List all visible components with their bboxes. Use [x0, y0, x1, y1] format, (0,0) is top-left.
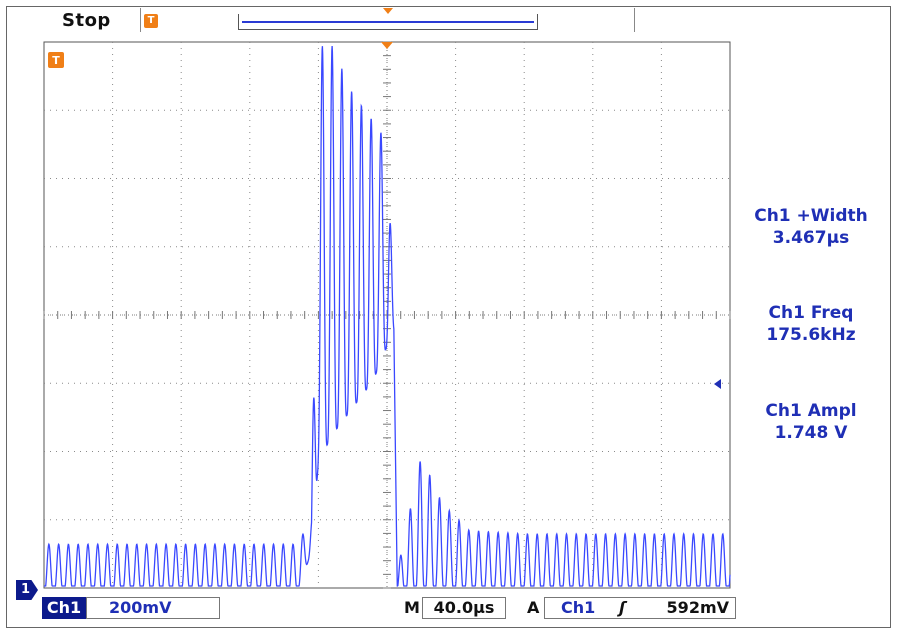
volts-per-div-readout[interactable]: 200mV — [86, 597, 220, 619]
graticule — [43, 41, 731, 589]
channel-ground-icon: 1 — [16, 580, 38, 600]
measurement-label: Ch1 +Width — [754, 206, 868, 226]
ch1-trace — [44, 45, 731, 587]
measurement-value: 3.467µs — [772, 228, 850, 248]
trigger-level-label: T — [52, 54, 60, 67]
rising-edge-icon: ʃ — [619, 598, 626, 617]
header-separator — [634, 8, 635, 32]
measurement-value: 1.748 V — [774, 423, 848, 443]
measurement-value: 175.6kHz — [766, 325, 856, 345]
channel-badge[interactable]: Ch1 — [42, 597, 86, 619]
trigger-readout[interactable]: Ch1 ʃ 592mV — [544, 597, 736, 619]
measurement-label: Ch1 Ampl — [765, 401, 857, 421]
measurement-freq: Ch1 Freq 175.6kHz — [736, 302, 886, 346]
trigger-source: Ch1 — [561, 598, 596, 617]
measurement-width: Ch1 +Width 3.467µs — [736, 205, 886, 249]
acquisition-status: Stop — [62, 10, 111, 31]
trigger-level-icon — [48, 52, 64, 68]
timebase-prefix: M — [404, 598, 420, 617]
reference-level-icon — [714, 379, 721, 389]
measurement-ampl: Ch1 Ampl 1.748 V — [736, 400, 886, 444]
trigger-level: 592mV — [666, 598, 729, 617]
trigger-prefix: A — [527, 598, 540, 617]
display-window-line — [242, 21, 534, 23]
trigger-position-icon: T — [144, 14, 158, 28]
ch1-waveform-line — [44, 45, 731, 587]
trigger-point-icon — [383, 8, 393, 14]
measurement-label: Ch1 Freq — [768, 303, 854, 323]
header-separator — [140, 8, 141, 32]
screen-markers: T — [48, 42, 393, 68]
waveform-display: T — [43, 41, 731, 589]
trigger-time-icon — [381, 42, 393, 49]
timebase-readout[interactable]: 40.0µs — [422, 597, 506, 619]
record-length-bar — [238, 8, 538, 30]
